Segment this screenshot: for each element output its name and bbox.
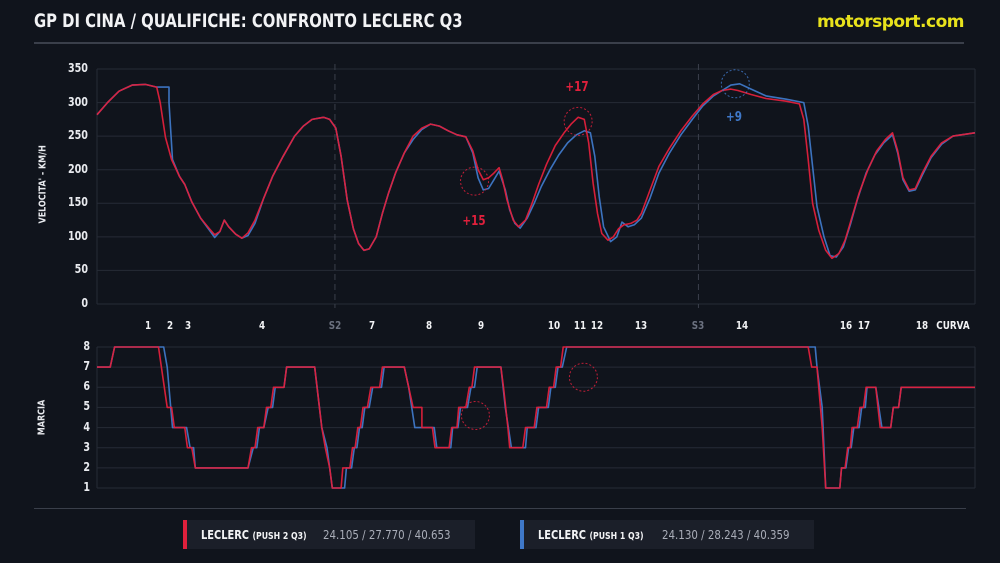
legend-sector-times: 24.130 / 28.243 / 40.359 xyxy=(662,527,790,542)
delta-annotation: +17 xyxy=(565,80,589,96)
speed-tick-label: 350 xyxy=(67,61,88,75)
footer-divider xyxy=(34,508,966,509)
corner-label: 2 xyxy=(166,319,173,332)
gear-tick-label: 2 xyxy=(83,459,90,474)
gear-tick-label: 5 xyxy=(83,399,90,414)
gear-tick-label: 3 xyxy=(83,439,90,454)
speed-tick-label: 150 xyxy=(67,195,88,210)
annotation-circles xyxy=(460,69,750,430)
legend-color-swatch xyxy=(520,520,524,549)
corner-label: S3 xyxy=(692,319,705,332)
gear-tick-label: 1 xyxy=(83,480,90,494)
header-divider xyxy=(34,42,964,44)
speed-tick-label: 50 xyxy=(74,262,88,277)
corner-label: 4 xyxy=(259,319,266,332)
legend-driver: LECLERC xyxy=(201,527,250,542)
speed-tick-label: 100 xyxy=(67,228,88,243)
corner-label: 14 xyxy=(736,319,749,332)
corner-label: 8 xyxy=(425,319,432,332)
corner-label: 1 xyxy=(144,319,151,332)
sector-lines xyxy=(334,64,699,308)
gear-tick-label: 8 xyxy=(83,339,90,353)
speed-traces xyxy=(96,83,976,260)
legend-tag: (PUSH 1 Q3) xyxy=(589,530,644,542)
speed-tick-label: 0 xyxy=(81,296,88,310)
legend-item-push2: LECLERC (PUSH 2 Q3) 24.105 / 27.770 / 40… xyxy=(183,520,475,549)
legend-sector-times: 24.105 / 27.770 / 40.653 xyxy=(323,527,451,542)
speed-tick-label: 300 xyxy=(67,94,88,109)
legend-color-swatch xyxy=(183,520,187,549)
speed-grid xyxy=(96,68,976,305)
corner-label: 3 xyxy=(185,319,192,332)
gear-tick-label: 7 xyxy=(83,359,90,374)
gear-tick-label: 6 xyxy=(83,379,90,394)
corner-label: 9 xyxy=(477,319,484,332)
legend-driver: LECLERC xyxy=(538,527,587,542)
corner-label: 12 xyxy=(591,319,604,332)
brand-logo[interactable]: motorsport.com xyxy=(817,12,965,32)
delta-annotation: +9 xyxy=(726,110,743,126)
corner-label: 17 xyxy=(858,319,871,332)
legend-tag: (PUSH 2 Q3) xyxy=(252,530,307,542)
trace-line xyxy=(96,83,976,260)
delta-annotation: +15 xyxy=(462,214,486,230)
gear-tick-label: 4 xyxy=(83,419,90,434)
corner-label: S2 xyxy=(328,319,342,332)
corner-label: 11 xyxy=(573,319,587,332)
speed-tick-label: 200 xyxy=(67,161,88,176)
corner-label: 7 xyxy=(368,319,375,332)
corner-label: 18 xyxy=(916,319,929,332)
legend-item-push1: LECLERC (PUSH 1 Q3) 24.130 / 28.243 / 40… xyxy=(520,520,814,549)
corner-label: 16 xyxy=(839,319,853,332)
trace-line xyxy=(96,83,976,258)
gear-traces xyxy=(97,346,975,489)
speed-tick-label: 250 xyxy=(67,128,88,143)
corner-label: 13 xyxy=(635,319,648,332)
trace-line xyxy=(97,346,975,489)
page-title: GP DI CINA / QUALIFICHE: CONFRONTO LECLE… xyxy=(34,10,463,32)
corner-label: 10 xyxy=(547,319,560,332)
corner-label: CURVA xyxy=(936,319,970,332)
